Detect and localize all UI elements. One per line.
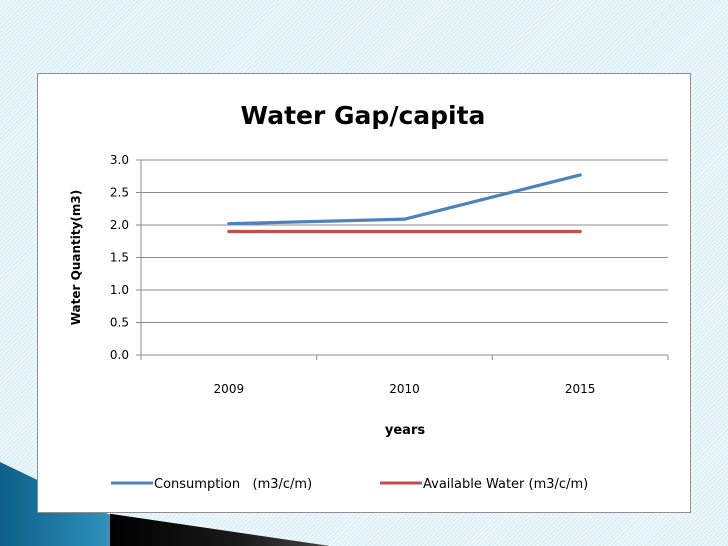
legend: Consumption (m3/c/m) Available Water (m3/… — [111, 477, 588, 492]
y-tick-label: 0.0 — [110, 348, 129, 362]
y-tick-label: 1.0 — [110, 283, 129, 297]
chart-panel: Water Gap/capita 0.0 0.5 1.0 1.5 2.0 2.5 3.0 2… — [37, 73, 691, 513]
x-axis-label: years — [385, 423, 425, 438]
chart-title: Water Gap/capita — [241, 101, 486, 130]
gridlines — [141, 159, 668, 323]
series-line-0 — [227, 173, 582, 226]
x-tick-label: 2015 — [565, 382, 596, 396]
x-tick-label: 2009 — [214, 382, 245, 396]
y-tick-label: 1.5 — [110, 251, 129, 265]
y-axis-label: Water Quantity(m3) — [69, 190, 83, 326]
y-tick-label: 3.0 — [110, 153, 129, 167]
x-tick-labels: 2009 2010 2015 — [214, 382, 596, 396]
legend-label-0: Consumption (m3/c/m) — [154, 477, 312, 492]
line-chart: Water Gap/capita 0.0 0.5 1.0 1.5 2.0 2.5 3.0 2… — [69, 101, 669, 492]
y-tick-labels: 0.0 0.5 1.0 1.5 2.0 2.5 3.0 — [110, 153, 129, 362]
axes — [136, 159, 669, 360]
series-lines — [227, 173, 582, 234]
x-tick-label: 2010 — [389, 382, 420, 396]
y-tick-label: 0.5 — [110, 316, 129, 330]
y-tick-label: 2.0 — [110, 218, 129, 232]
y-tick-label: 2.5 — [110, 186, 129, 200]
legend-label-1: Available Water (m3/c/m) — [423, 477, 588, 492]
